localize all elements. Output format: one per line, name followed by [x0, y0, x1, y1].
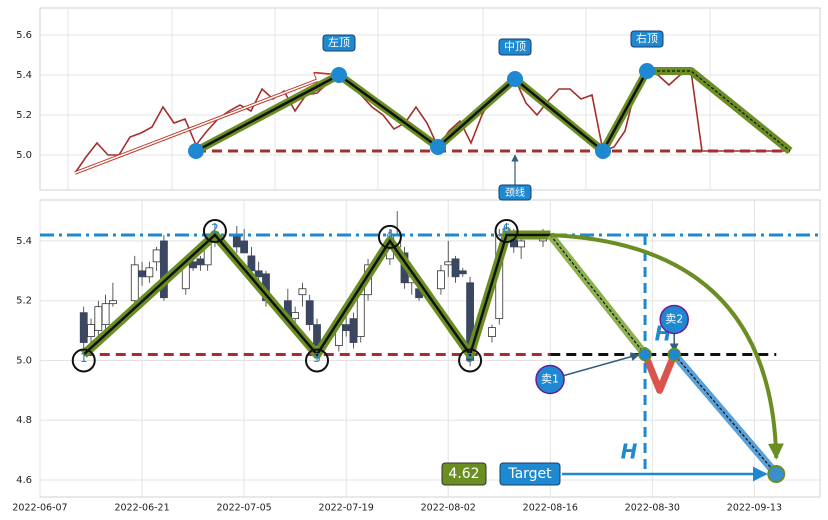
peak-label: 右顶: [636, 31, 658, 45]
x-tick-label: 2022-06-21: [114, 503, 169, 514]
target-curve: [550, 232, 784, 460]
pattern-point: [377, 224, 402, 249]
y-tick-label: 4.8: [16, 415, 32, 426]
x-tick-label: 2022-07-19: [319, 503, 374, 514]
pattern-point-label: 3: [313, 351, 321, 365]
candle-body: [101, 303, 110, 325]
candle-body: [458, 270, 467, 275]
target-value-label: 4.62: [448, 466, 479, 482]
candle-body: [451, 258, 460, 278]
target-box: [499, 462, 561, 486]
panel: [39, 199, 821, 498]
y-tick-label: 4.6: [16, 475, 32, 486]
target-point: [767, 464, 786, 483]
candle-body: [291, 312, 300, 320]
pattern-point: [71, 348, 96, 373]
candle-body: [444, 261, 453, 266]
sell-bubble: [535, 364, 565, 395]
pattern-dot: [430, 139, 446, 155]
pattern-dot: [188, 143, 204, 159]
pattern-dot: [331, 67, 347, 83]
y-tick-label: 5.0: [16, 150, 32, 161]
candle-body: [196, 258, 205, 266]
candle-body: [517, 240, 526, 248]
pattern-point: [494, 218, 519, 243]
pattern-dot: [639, 63, 655, 79]
pattern-core: [195, 70, 649, 153]
candle-body: [94, 306, 103, 331]
candle-body: [437, 270, 445, 290]
x-tick-label: 2022-07-05: [217, 503, 272, 514]
peak-label: 中顶: [504, 40, 526, 53]
y-tick-label: 5.0: [16, 355, 32, 366]
pattern-point: [202, 218, 227, 243]
candle-body: [254, 270, 263, 278]
y-tick-label: 5.2: [16, 110, 32, 121]
x-tick-label: 2022-08-02: [421, 503, 476, 514]
pattern-point-label: 1: [80, 351, 88, 365]
pattern-point-label: 2: [211, 221, 219, 235]
candle-body: [240, 240, 249, 254]
candle-body: [138, 270, 146, 278]
candle-body: [488, 327, 496, 337]
projection-core: [549, 234, 646, 355]
sell-point: [638, 347, 652, 362]
pullback-line: [641, 353, 678, 394]
sell-point: [667, 347, 681, 362]
candle-body: [342, 324, 351, 331]
y-tick-label: 5.4: [16, 236, 32, 247]
candle-body: [466, 282, 474, 361]
sell-arrow: [563, 352, 640, 377]
decline-core: [673, 354, 777, 475]
candle-body: [313, 324, 321, 346]
candle-body: [305, 300, 314, 325]
peak-label-box: [498, 38, 532, 56]
neckline-label-box: [498, 184, 532, 201]
candle-body: [298, 288, 307, 296]
candle-body: [349, 318, 358, 343]
peak-label: 左顶: [328, 36, 350, 49]
price-line: [74, 69, 790, 174]
peak-label-box: [630, 30, 664, 48]
candle-body: [232, 234, 241, 248]
candle-body: [79, 312, 88, 343]
pattern-core: [82, 233, 551, 358]
y-tick-label: 5.4: [16, 70, 32, 81]
pattern-point-label: 4: [386, 227, 394, 241]
candle-body: [145, 267, 154, 278]
pattern-point-label: 6: [503, 221, 511, 235]
candle-body: [130, 264, 139, 302]
candle-body: [87, 324, 95, 337]
x-tick-label: 2022-08-30: [625, 503, 680, 514]
neckline-label: 颈线: [505, 186, 525, 199]
y-tick-label: 5.6: [16, 30, 32, 41]
pattern-point-label: 5: [466, 351, 474, 365]
target-value-box: [441, 462, 487, 486]
sell-label: 卖1: [541, 372, 559, 385]
candle-body: [152, 249, 161, 263]
pattern-point: [305, 348, 330, 373]
x-tick-label: 2022-06-07: [12, 503, 67, 514]
peak-label-box: [322, 34, 356, 52]
pattern-dot: [595, 143, 611, 159]
x-tick-label: 2022-08-16: [523, 503, 578, 514]
x-tick-label: 2022-09-13: [727, 503, 782, 514]
candle-body: [356, 294, 365, 337]
guide-arrow-inner: [74, 74, 332, 174]
pattern-point: [458, 348, 483, 373]
target-label: Target: [507, 466, 552, 482]
sell-label: 卖2: [665, 312, 683, 325]
sell-bubble: [659, 304, 689, 335]
pattern-dot: [507, 71, 523, 87]
y-tick-label: 5.2: [16, 296, 32, 307]
panel: [39, 7, 821, 191]
candle-body: [160, 240, 168, 299]
height-label: H: [621, 440, 638, 464]
candle-body: [108, 300, 117, 305]
